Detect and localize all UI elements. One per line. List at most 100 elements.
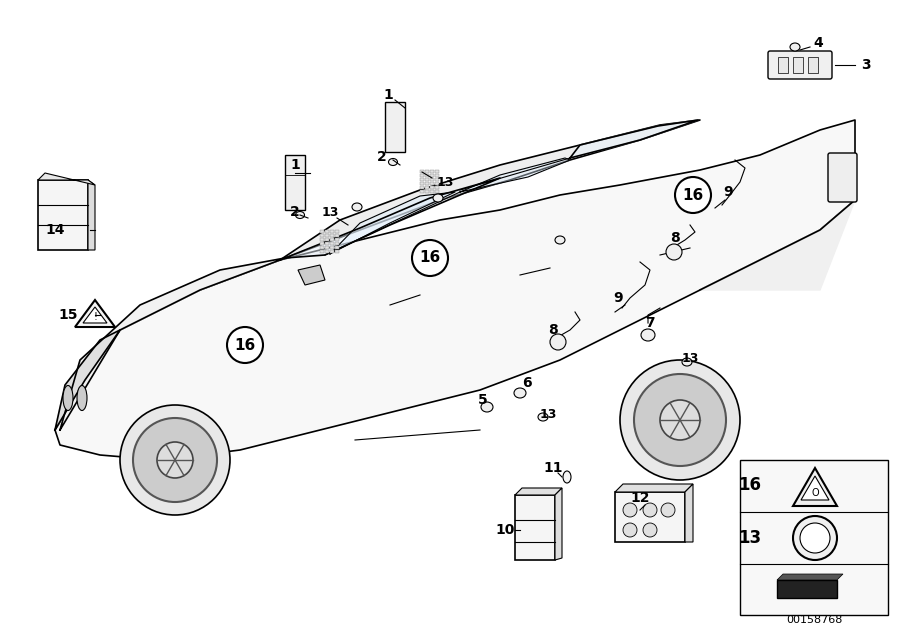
Bar [325, 250, 329, 253]
Text: 16: 16 [234, 338, 256, 352]
Text: 1: 1 [290, 158, 300, 172]
Text: 1: 1 [383, 88, 393, 102]
Bar [320, 234, 324, 237]
Polygon shape [570, 120, 698, 158]
FancyBboxPatch shape [828, 153, 857, 202]
Text: 8: 8 [670, 231, 680, 245]
FancyBboxPatch shape [515, 495, 555, 560]
Polygon shape [555, 488, 562, 560]
Polygon shape [700, 200, 855, 290]
Bar [335, 250, 339, 253]
Polygon shape [801, 476, 829, 500]
Bar [325, 238, 329, 241]
Bar [335, 242, 339, 245]
Circle shape [623, 503, 637, 517]
Text: 7: 7 [645, 316, 655, 330]
Polygon shape [515, 488, 562, 495]
Bar [430, 186, 434, 189]
Polygon shape [60, 258, 285, 430]
Text: !: ! [93, 312, 97, 322]
Circle shape [620, 360, 740, 480]
Bar [325, 246, 329, 249]
Ellipse shape [77, 385, 87, 410]
Bar [420, 190, 424, 193]
Text: 2: 2 [290, 205, 300, 219]
Circle shape [675, 177, 711, 213]
Circle shape [643, 503, 657, 517]
Circle shape [412, 240, 448, 276]
Text: 6: 6 [522, 376, 532, 390]
FancyBboxPatch shape [385, 102, 405, 152]
Bar [425, 178, 429, 181]
Text: O: O [811, 488, 819, 498]
Polygon shape [793, 468, 837, 506]
Circle shape [120, 405, 230, 515]
Circle shape [793, 516, 837, 560]
Bar [320, 246, 324, 249]
Text: 2: 2 [377, 150, 387, 164]
Ellipse shape [514, 388, 526, 398]
Bar [420, 170, 424, 173]
Ellipse shape [433, 194, 443, 202]
Bar [320, 238, 324, 241]
Circle shape [666, 244, 682, 260]
Bar [435, 178, 439, 181]
Polygon shape [777, 574, 843, 580]
Bar [330, 242, 334, 245]
Text: 00158768: 00158768 [786, 615, 842, 625]
Bar [435, 174, 439, 177]
Ellipse shape [481, 402, 493, 412]
Bar [330, 250, 334, 253]
Bar [430, 170, 434, 173]
FancyBboxPatch shape [615, 492, 685, 542]
Polygon shape [55, 120, 855, 460]
Polygon shape [330, 192, 455, 254]
Circle shape [643, 523, 657, 537]
Polygon shape [38, 173, 95, 185]
Ellipse shape [790, 43, 800, 51]
Bar [320, 250, 324, 253]
Circle shape [800, 523, 830, 553]
Bar [420, 178, 424, 181]
Ellipse shape [295, 212, 304, 219]
Text: 14: 14 [45, 223, 65, 237]
Text: 11: 11 [544, 461, 562, 475]
Bar [320, 242, 324, 245]
Bar [330, 238, 334, 241]
Bar [325, 242, 329, 245]
Ellipse shape [63, 385, 73, 410]
Ellipse shape [389, 158, 398, 165]
Ellipse shape [563, 471, 571, 483]
Circle shape [661, 503, 675, 517]
Bar [425, 182, 429, 185]
Text: 10: 10 [495, 523, 515, 537]
Polygon shape [75, 300, 115, 327]
Bar [425, 186, 429, 189]
Text: 16: 16 [682, 188, 704, 202]
Text: 13: 13 [738, 529, 761, 547]
Polygon shape [685, 484, 693, 542]
Circle shape [157, 442, 193, 478]
Text: 9: 9 [724, 185, 733, 199]
Bar [430, 178, 434, 181]
Ellipse shape [682, 358, 692, 366]
Circle shape [634, 374, 726, 466]
Bar [335, 238, 339, 241]
Polygon shape [460, 158, 570, 192]
Bar [335, 230, 339, 233]
Text: 13: 13 [436, 177, 454, 190]
Bar [420, 174, 424, 177]
Text: 16: 16 [739, 476, 761, 494]
Polygon shape [88, 180, 95, 250]
Polygon shape [280, 120, 700, 260]
Circle shape [227, 327, 263, 363]
Text: 16: 16 [419, 251, 441, 265]
Circle shape [133, 418, 217, 502]
Bar [320, 230, 324, 233]
Bar [420, 186, 424, 189]
Bar [430, 174, 434, 177]
FancyBboxPatch shape [38, 180, 88, 250]
Circle shape [550, 334, 566, 350]
Text: 9: 9 [613, 291, 623, 305]
Bar [425, 174, 429, 177]
